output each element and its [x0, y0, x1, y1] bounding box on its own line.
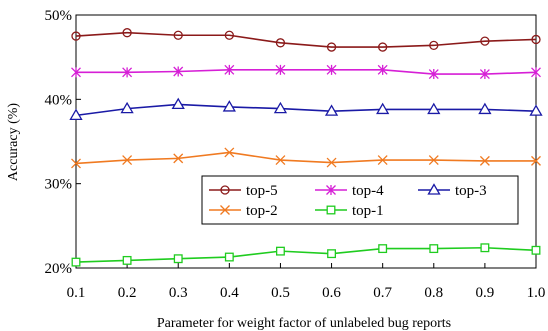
- data-point-top-3: [222, 100, 236, 112]
- data-point-top-3: [120, 101, 134, 114]
- legend-label-top-1: top-1: [352, 203, 384, 219]
- legend-box: [201, 175, 519, 225]
- legend-marker-top-4: [326, 185, 336, 195]
- data-point-top-5: [173, 30, 183, 40]
- data-point-top-2: [275, 155, 286, 166]
- series-top-1: [71, 243, 541, 267]
- data-point-top-4: [377, 64, 388, 75]
- x-tick-label: 0.4: [220, 285, 239, 301]
- axes: [75, 14, 537, 269]
- data-point-top-3: [171, 97, 185, 110]
- legend-label-top-2: top-2: [246, 203, 278, 219]
- series-line-top-1: [75, 246, 537, 263]
- data-point-top-4: [326, 64, 337, 75]
- x-tick-label: 0.7: [373, 285, 392, 301]
- data-point-top-3: [376, 102, 390, 115]
- data-point-top-1: [224, 252, 234, 262]
- data-point-top-4: [224, 64, 235, 75]
- data-point-top-2: [479, 155, 490, 166]
- legend-item-top-4: top-4: [315, 183, 384, 199]
- data-point-top-3: [324, 104, 339, 116]
- series-line-top-3: [75, 103, 537, 117]
- series-top-3: [69, 97, 543, 121]
- y-tick-label: 30%: [45, 177, 73, 193]
- data-point-top-4: [531, 67, 541, 78]
- x-tick-label: 0.5: [271, 285, 290, 301]
- legend-marker-top-3: [427, 183, 441, 195]
- data-point-top-2: [122, 155, 133, 166]
- data-point-top-4: [275, 64, 286, 75]
- data-point-top-2: [326, 157, 337, 168]
- data-point-top-4: [479, 69, 490, 80]
- plot-frame: [75, 14, 537, 269]
- data-point-top-1: [327, 249, 337, 259]
- data-point-top-4: [71, 67, 81, 78]
- x-tick-label: 0.8: [424, 285, 443, 301]
- legend-marker-top-2: [220, 205, 230, 215]
- data-point-top-4: [428, 69, 439, 80]
- series-top-4: [71, 64, 541, 80]
- data-point-top-5: [378, 42, 388, 52]
- data-point-top-5: [531, 34, 541, 45]
- legend-marker-top-1: [326, 205, 336, 215]
- legend-marker-top-5: [220, 185, 230, 195]
- series-line-top-5: [75, 31, 537, 48]
- data-point-top-5: [275, 38, 286, 48]
- x-tick-label: 0.3: [169, 285, 188, 301]
- data-point-top-1: [275, 246, 285, 256]
- data-point-top-4: [122, 67, 133, 78]
- y-tick-label: 50%: [45, 8, 73, 24]
- legend: top-5 top-4 top-3 top-2 top-1: [201, 175, 519, 225]
- data-point-top-2: [71, 158, 81, 169]
- y-tick-label: 40%: [45, 92, 73, 108]
- data-point-top-1: [71, 257, 81, 267]
- legend-label-top-5: top-5: [246, 183, 278, 199]
- series: [69, 28, 543, 267]
- data-point-top-5: [71, 31, 81, 41]
- data-point-top-3: [529, 104, 543, 116]
- series-top-2: [71, 147, 541, 169]
- data-point-top-1: [531, 245, 541, 255]
- x-tick-label: 0.9: [476, 285, 495, 301]
- data-point-top-5: [326, 42, 337, 52]
- x-tick-label: 0.6: [322, 285, 341, 301]
- legend-label-top-4: top-4: [352, 183, 384, 199]
- series-line-top-4: [76, 69, 537, 75]
- x-tick-label: 0.1: [67, 285, 86, 301]
- ticks: 20% 30% 40% 50% 0.1 0.2 0.3 0.4 0.5 0.6 0.7 0.8 0.9 1…: [45, 8, 546, 301]
- x-axis-label: Parameter for weight factor of unlabeled…: [157, 316, 451, 331]
- data-point-top-3: [478, 102, 492, 115]
- data-point-top-1: [429, 244, 439, 254]
- y-axis-label: Accuracy (%): [6, 103, 21, 181]
- data-point-top-5: [429, 40, 439, 51]
- legend-item-top-3: top-3: [418, 183, 487, 199]
- data-point-top-1: [173, 254, 183, 264]
- data-point-top-1: [122, 255, 132, 265]
- series-line-top-2: [75, 151, 536, 165]
- data-point-top-5: [480, 36, 490, 46]
- series-top-5: [71, 28, 541, 52]
- data-point-top-3: [427, 102, 441, 115]
- legend-label-top-3: top-3: [455, 183, 487, 199]
- data-point-top-1: [378, 244, 388, 254]
- x-tick-label: 1.0: [527, 285, 546, 301]
- data-point-top-2: [531, 155, 541, 166]
- y-tick-label: 20%: [45, 261, 73, 277]
- data-point-top-4: [173, 66, 184, 77]
- data-point-top-2: [224, 147, 235, 158]
- data-point-top-2: [428, 155, 439, 166]
- legend-item-top-1: top-1: [315, 203, 384, 219]
- data-point-top-5: [122, 28, 132, 38]
- data-point-top-3: [273, 101, 288, 114]
- legend-item-top-5: top-5: [209, 183, 278, 199]
- x-tick-label: 0.2: [118, 285, 137, 301]
- data-point-top-5: [224, 30, 234, 40]
- data-point-top-1: [480, 243, 490, 253]
- data-point-top-3: [69, 108, 83, 121]
- data-point-top-2: [377, 155, 388, 166]
- legend-item-top-2: top-2: [209, 203, 278, 219]
- data-point-top-2: [173, 153, 184, 164]
